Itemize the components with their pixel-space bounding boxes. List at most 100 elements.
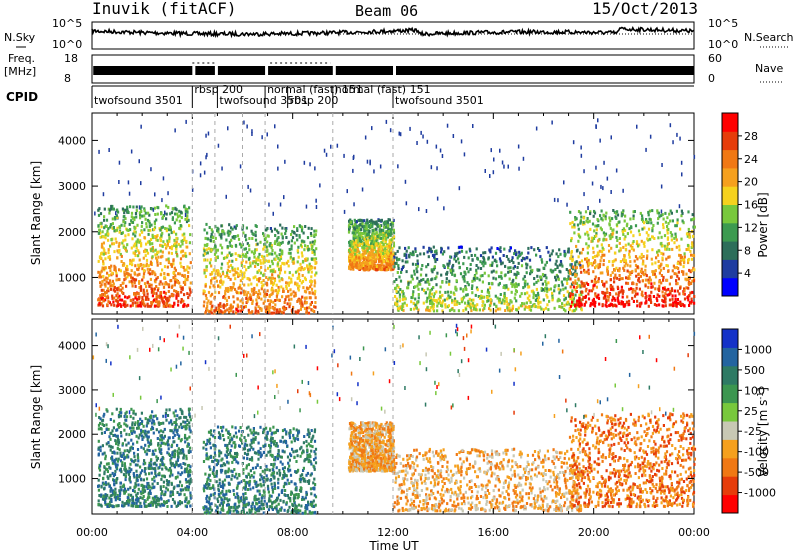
scatter-cell	[176, 212, 179, 216]
scatter-cell	[593, 209, 596, 213]
scatter-cell	[476, 276, 479, 280]
scatter-cell	[571, 273, 574, 277]
scatter-cell	[503, 284, 506, 288]
scatter-cell	[359, 233, 362, 237]
sparse-scatter	[572, 140, 575, 145]
scatter-cell	[525, 262, 528, 266]
scatter-cell	[497, 283, 500, 287]
scatter-cell	[133, 292, 136, 296]
scatter-cell	[632, 300, 635, 303]
scatter-cell	[314, 296, 317, 300]
scatter-cell	[202, 247, 206, 251]
scatter-cell	[496, 296, 499, 300]
scatter-cell	[383, 234, 386, 238]
scatter-cell	[101, 279, 104, 283]
scatter-cell	[389, 240, 393, 244]
scatter-cell	[555, 259, 558, 263]
scatter-cell	[667, 228, 670, 231]
scatter-cell	[448, 259, 451, 263]
scatter-cell	[443, 264, 446, 268]
sparse-scatter	[436, 196, 439, 201]
scatter-cell	[261, 284, 264, 288]
scatter-cell	[679, 259, 682, 263]
scatter-cell	[168, 224, 171, 228]
scatter-cell	[228, 310, 231, 314]
scatter-cell	[613, 280, 616, 284]
scatter-cell	[416, 254, 419, 258]
scatter-cell	[410, 252, 414, 256]
scatter-cell	[578, 284, 581, 288]
scatter-cell	[577, 210, 581, 213]
scatter-cell	[152, 300, 155, 304]
scatter-cell	[410, 300, 413, 304]
sparse-scatter	[472, 124, 474, 128]
scatter-cell	[467, 299, 470, 303]
scatter-cell	[127, 455, 130, 459]
noise-right-tick-top: 10^5	[708, 17, 738, 30]
scatter-cell	[679, 300, 682, 304]
scatter-cell	[409, 280, 412, 284]
sparse-scatter	[595, 165, 597, 170]
scatter-cell	[575, 285, 578, 289]
scatter-cell	[430, 278, 433, 282]
scatter-cell	[249, 298, 253, 301]
scatter-cell	[110, 204, 113, 208]
scatter-cell	[287, 251, 290, 255]
scatter-cell	[379, 247, 382, 251]
scatter-cell	[676, 282, 679, 286]
scatter-cell	[565, 278, 568, 282]
scatter-cell	[460, 245, 463, 249]
scatter-cell	[154, 414, 157, 418]
scatter-cell	[155, 238, 158, 242]
scatter-cell	[266, 249, 269, 253]
scatter-cell	[461, 296, 465, 300]
scatter-cell	[631, 296, 634, 300]
scatter-cell	[120, 223, 123, 227]
scatter-cell	[132, 298, 135, 302]
scatter-cell	[181, 254, 184, 258]
scatter-cell	[181, 287, 184, 291]
scatter-cell	[359, 253, 362, 257]
scatter-cell	[533, 304, 536, 308]
scatter-cell	[384, 247, 387, 251]
scatter-cell	[122, 483, 125, 487]
scatter-cell	[165, 301, 168, 305]
scatter-cell	[221, 270, 224, 274]
scatter-cell	[687, 246, 690, 250]
scatter-cell	[577, 227, 580, 231]
scatter-cell	[558, 291, 561, 295]
scatter-cell	[114, 439, 117, 443]
scatter-cell	[275, 298, 279, 302]
scatter-cell	[504, 286, 507, 290]
scatter-cell	[571, 293, 574, 296]
scatter-cell	[679, 256, 682, 259]
scatter-cell	[244, 252, 247, 256]
scatter-cell	[662, 266, 665, 270]
scatter-cell	[357, 254, 360, 258]
scatter-cell	[457, 257, 460, 261]
scatter-cell	[114, 269, 117, 273]
scatter-cell	[229, 244, 232, 248]
scatter-cell	[164, 304, 167, 308]
scatter-cell	[444, 290, 447, 294]
scatter-cell	[210, 228, 213, 232]
scatter-cell	[97, 224, 100, 228]
scatter-cell	[171, 207, 175, 211]
scatter-cell	[239, 283, 242, 287]
scatter-cell	[517, 283, 520, 287]
scatter-cell	[212, 268, 215, 272]
scatter-cell	[374, 248, 377, 252]
scatter-cell	[262, 283, 265, 287]
scatter-cell	[294, 310, 297, 314]
scatter-cell	[145, 249, 148, 253]
scatter-cell	[348, 248, 351, 252]
scatter-cell	[257, 255, 260, 259]
scatter-cell	[254, 309, 257, 313]
scatter-cell	[165, 303, 168, 307]
scatter-cell	[150, 207, 153, 211]
scatter-cell	[270, 246, 273, 250]
scatter-cell	[595, 234, 598, 238]
scatter-cell	[475, 286, 479, 290]
scatter-cell	[382, 252, 385, 255]
scatter-cell	[270, 276, 273, 280]
